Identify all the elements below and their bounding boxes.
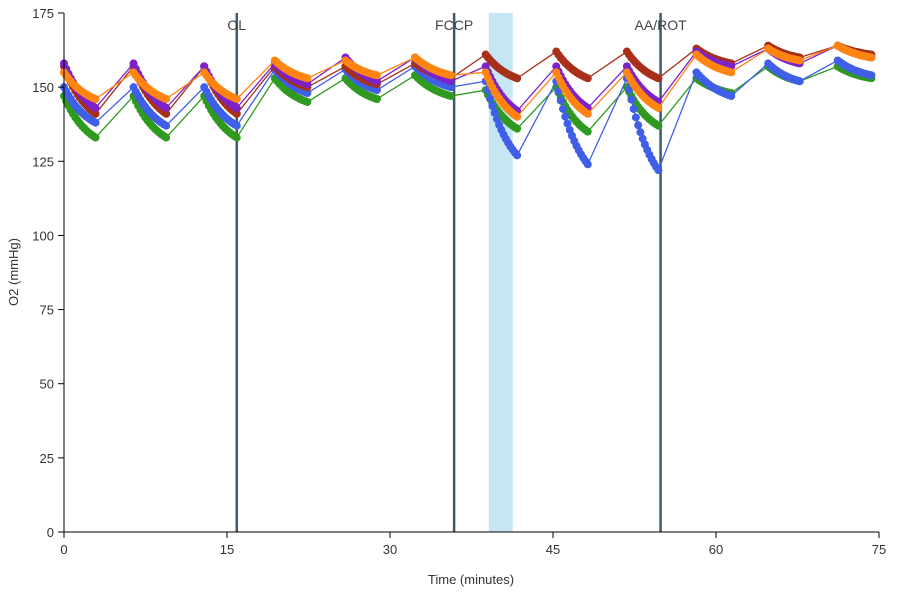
series-red <box>60 41 876 118</box>
data-point-blue <box>629 104 638 113</box>
data-point-green <box>372 95 381 104</box>
data-point-blue <box>554 87 563 96</box>
x-tick-label: 45 <box>546 542 560 557</box>
data-point-green <box>513 124 522 133</box>
data-point-blue <box>561 112 570 121</box>
x-tick-label: 75 <box>872 542 886 557</box>
data-point-orange <box>795 56 804 65</box>
data-point-blue <box>232 121 241 130</box>
data-point-purple <box>372 77 381 86</box>
data-point-green <box>162 133 171 142</box>
x-tick-label: 0 <box>60 542 67 557</box>
series-line-purple <box>63 44 872 112</box>
y-axis-label: O2 (mmHg) <box>6 238 21 306</box>
data-point-blue <box>488 101 497 110</box>
data-point-purple <box>232 103 241 112</box>
data-point-blue <box>625 85 634 94</box>
event-label: OL <box>227 17 246 33</box>
data-point-orange <box>654 103 663 112</box>
x-axis-label: Time (minutes) <box>428 572 514 587</box>
data-point-green <box>446 92 455 101</box>
series-line-blue <box>63 59 872 172</box>
y-tick-label: 25 <box>40 451 54 466</box>
data-point-blue <box>636 128 645 137</box>
data-point-blue <box>559 104 568 113</box>
data-point-blue <box>372 86 381 95</box>
data-point-orange <box>372 71 381 80</box>
data-point-blue <box>446 83 455 92</box>
data-point-green <box>232 133 241 142</box>
event-label: AA/ROT <box>635 17 688 33</box>
x-tick-label: 30 <box>383 542 397 557</box>
series-line-green <box>63 65 872 139</box>
data-point-red <box>232 109 241 118</box>
data-point-purple <box>303 80 312 89</box>
series-line-orange <box>63 44 872 118</box>
y-tick-label: 0 <box>47 525 54 540</box>
data-point-orange <box>513 112 522 121</box>
data-point-blue <box>556 96 565 105</box>
series-orange <box>60 41 876 121</box>
data-point-blue <box>634 121 643 130</box>
data-point-orange <box>232 95 241 104</box>
data-point-purple <box>446 77 455 86</box>
data-point-orange <box>727 68 736 77</box>
data-point-blue <box>162 121 171 130</box>
data-point-blue <box>867 71 876 80</box>
data-point-orange <box>446 71 455 80</box>
data-point-red <box>583 74 592 83</box>
series-line-red <box>63 44 872 115</box>
data-point-purple <box>91 103 100 112</box>
data-point-blue <box>627 95 636 104</box>
data-point-green <box>303 97 312 106</box>
data-point-blue <box>490 108 499 117</box>
data-point-red <box>162 109 171 118</box>
y-tick-label: 125 <box>32 154 54 169</box>
y-tick-label: 100 <box>32 228 54 243</box>
data-point-blue <box>727 92 736 101</box>
data-point-purple <box>162 103 171 112</box>
data-point-green <box>91 133 100 142</box>
data-point-green <box>583 127 592 136</box>
data-point-blue <box>654 166 663 175</box>
data-point-red <box>513 74 522 83</box>
data-point-blue <box>486 94 495 103</box>
data-point-orange <box>303 74 312 83</box>
data-point-red <box>91 109 100 118</box>
data-point-blue <box>631 113 640 122</box>
data-point-blue <box>583 160 592 169</box>
data-point-green <box>654 121 663 130</box>
x-tick-label: 60 <box>709 542 723 557</box>
event-label: FCCP <box>435 17 473 33</box>
data-point-red <box>654 74 663 83</box>
data-point-orange <box>867 53 876 62</box>
y-tick-label: 150 <box>32 80 54 95</box>
data-point-blue <box>795 77 804 86</box>
data-point-orange <box>583 109 592 118</box>
data-point-orange <box>91 95 100 104</box>
y-tick-label: 50 <box>40 377 54 392</box>
data-point-blue <box>303 89 312 98</box>
y-tick-label: 175 <box>32 6 54 21</box>
data-point-blue <box>513 151 522 160</box>
data-point-orange <box>162 95 171 104</box>
y-tick-label: 75 <box>40 303 54 318</box>
data-point-blue <box>91 118 100 127</box>
data-point-blue <box>563 119 572 128</box>
x-tick-label: 15 <box>220 542 234 557</box>
